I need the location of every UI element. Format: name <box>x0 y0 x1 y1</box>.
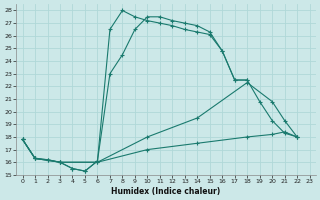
X-axis label: Humidex (Indice chaleur): Humidex (Indice chaleur) <box>111 187 221 196</box>
